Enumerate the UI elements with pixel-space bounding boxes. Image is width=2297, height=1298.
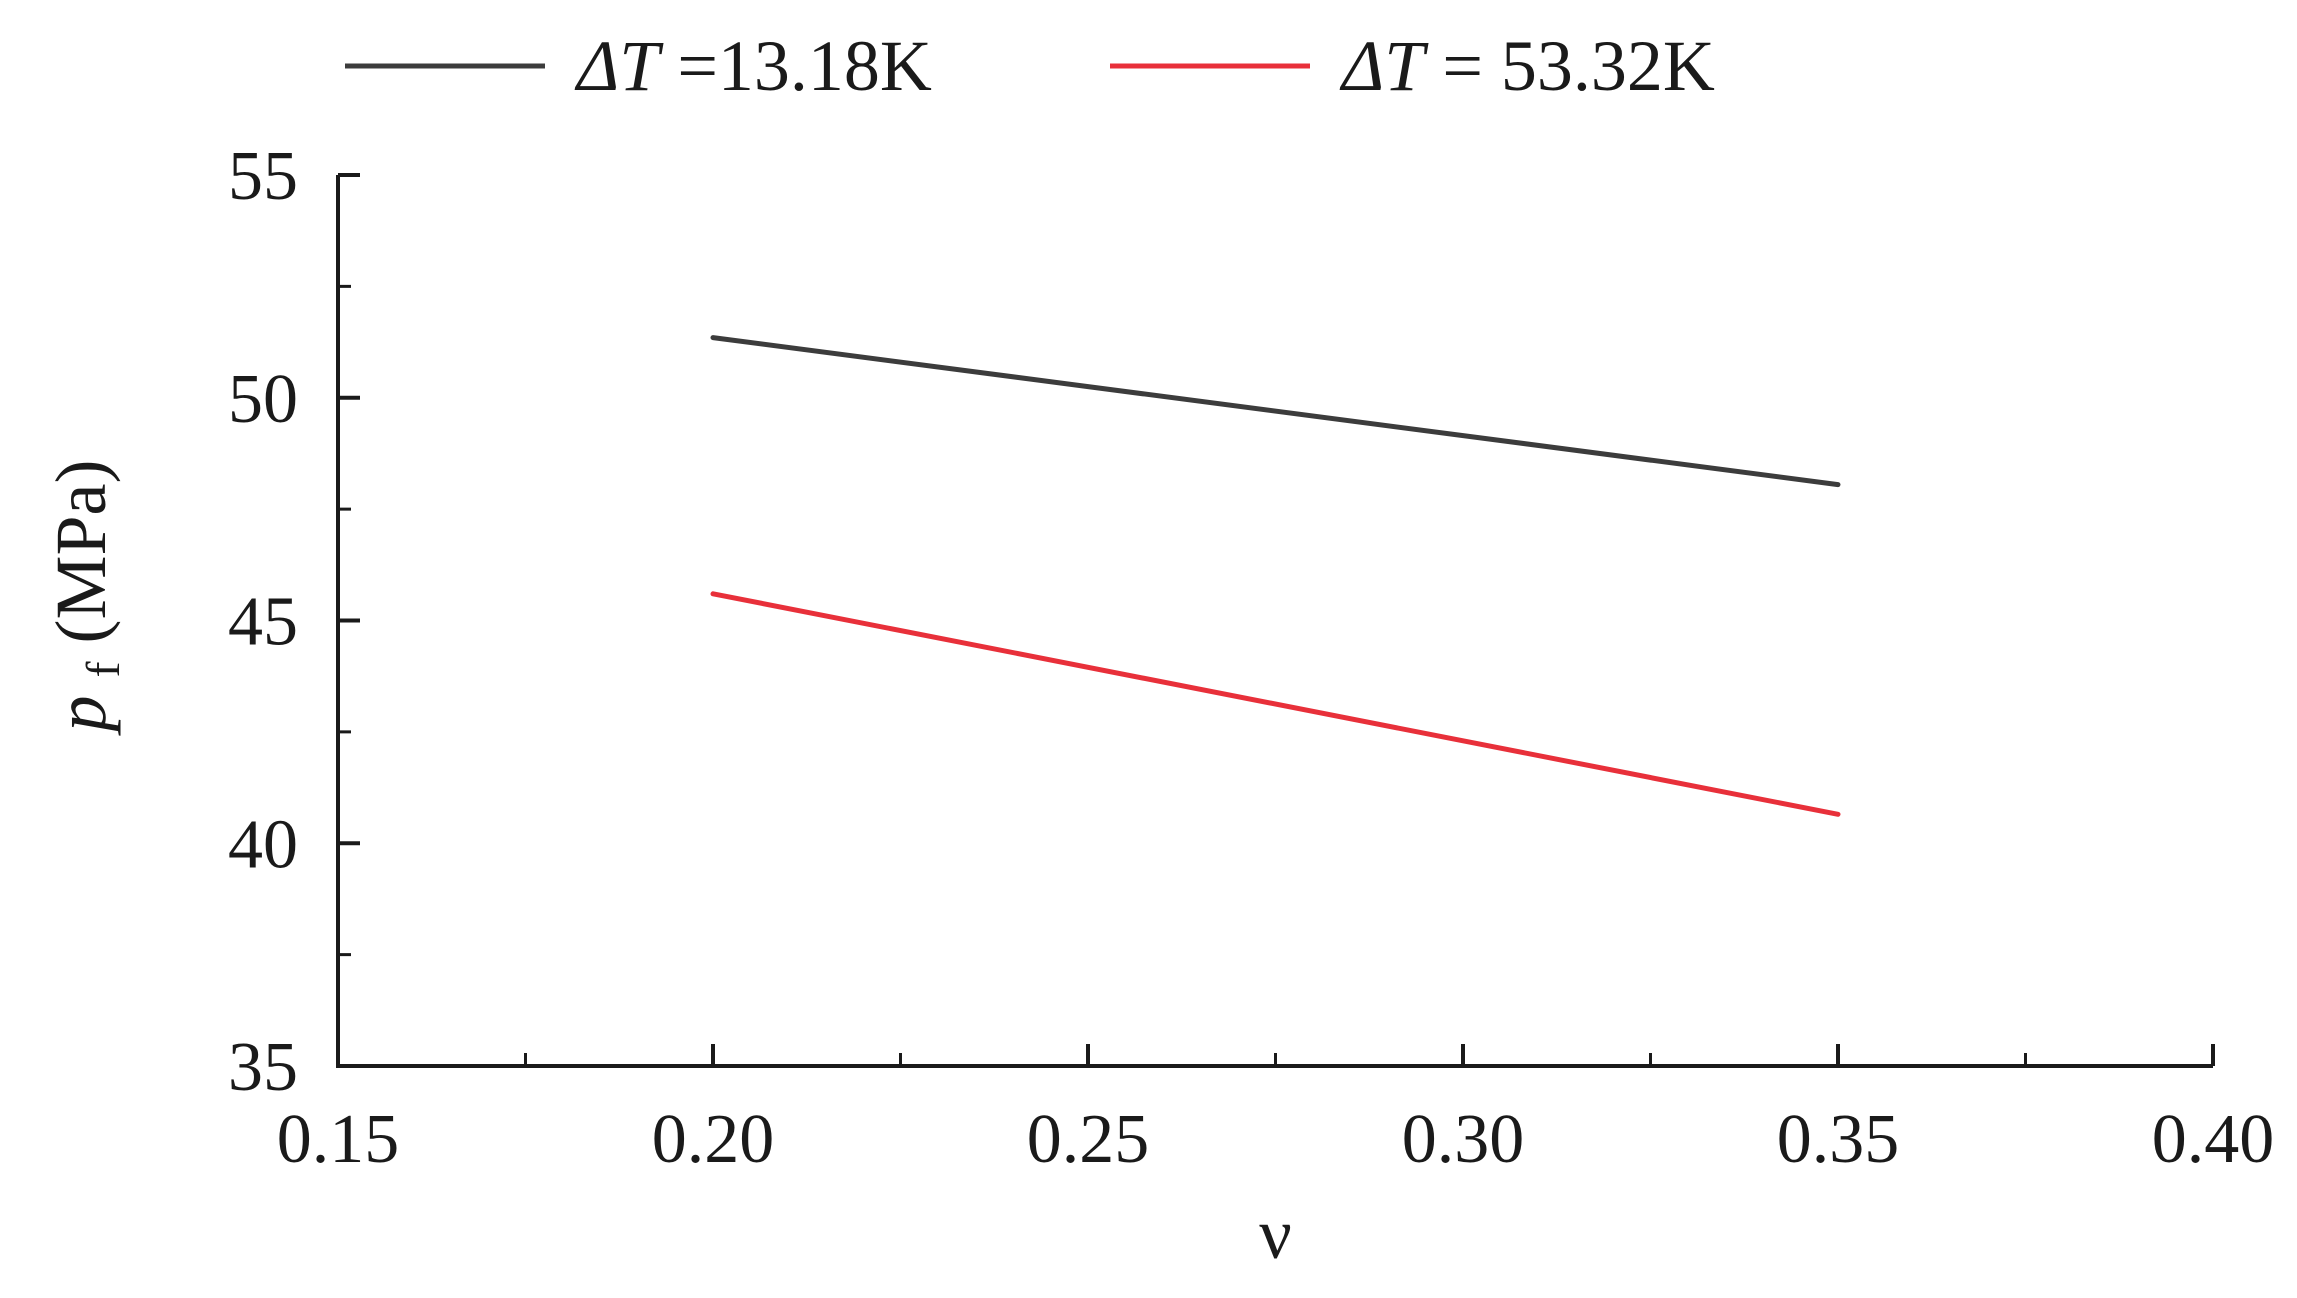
x-axis-title: ν bbox=[1259, 1194, 1292, 1274]
y-axis-title-subscript: f bbox=[77, 661, 130, 677]
legend-label-2: ΔT = 53.32K bbox=[1339, 26, 1715, 106]
y-tick-label: 45 bbox=[228, 584, 298, 661]
y-tick-label: 40 bbox=[228, 806, 298, 883]
x-tick-label: 0.30 bbox=[1402, 1101, 1525, 1178]
y-tick-label: 55 bbox=[228, 138, 298, 215]
y-axis: 35 40 45 50 55 bbox=[228, 138, 360, 1106]
legend-label-1: ΔT =13.18K bbox=[574, 26, 932, 106]
x-tick-label: 0.25 bbox=[1027, 1101, 1150, 1178]
x-tick-label: 0.40 bbox=[2152, 1101, 2275, 1178]
y-tick-label: 35 bbox=[228, 1029, 298, 1106]
legend: ΔT =13.18K ΔT = 53.32K bbox=[345, 26, 1715, 106]
y-axis-title-symbol: p bbox=[41, 695, 121, 736]
y-axis-title: p f (MPa) bbox=[41, 460, 135, 737]
legend-label-symbol: ΔT bbox=[574, 26, 664, 106]
legend-label-symbol: ΔT bbox=[1339, 26, 1429, 106]
x-tick-label: 0.15 bbox=[277, 1101, 400, 1178]
plot-area bbox=[710, 335, 1841, 817]
x-tick-label: 0.20 bbox=[652, 1101, 775, 1178]
y-axis-title-unit: (MPa) bbox=[41, 460, 121, 644]
series-line-2 bbox=[710, 591, 1841, 817]
x-axis: 0.15 0.20 0.25 0.30 0.35 0.40 bbox=[277, 1044, 2275, 1178]
legend-label-value: =13.18K bbox=[659, 26, 932, 106]
series-line-1 bbox=[710, 335, 1841, 488]
x-tick-label: 0.35 bbox=[1777, 1101, 1900, 1178]
y-tick-label: 50 bbox=[228, 361, 298, 438]
legend-label-value: = 53.32K bbox=[1424, 26, 1715, 106]
